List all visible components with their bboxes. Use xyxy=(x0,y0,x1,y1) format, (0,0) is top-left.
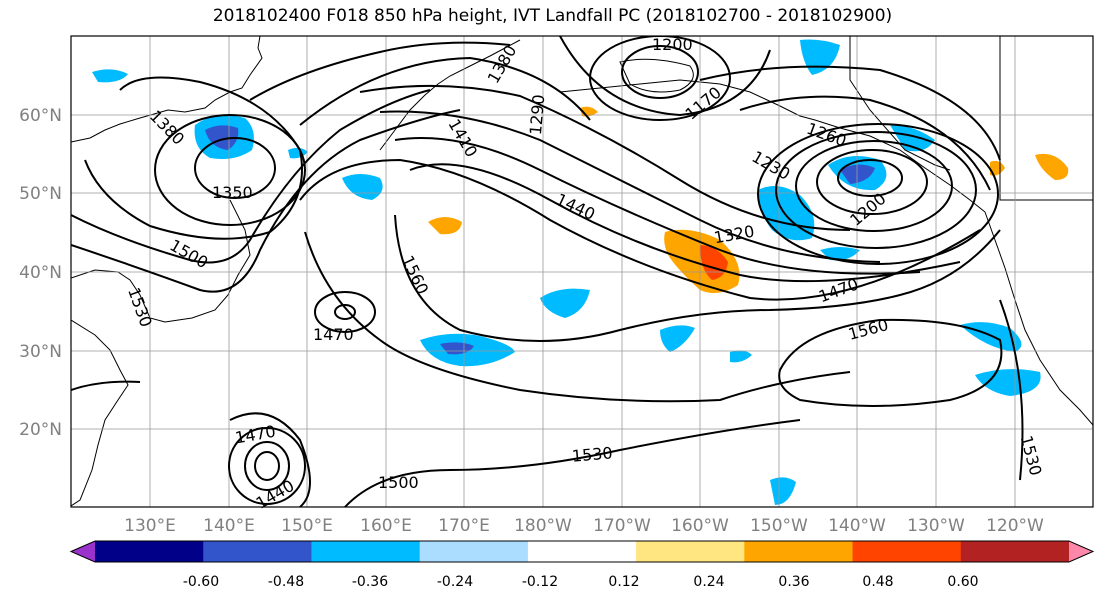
colorbar-segment xyxy=(744,541,854,562)
ivt-orange-region xyxy=(990,160,1005,176)
contour-label: 1530 xyxy=(571,443,613,465)
ivt-orange-region xyxy=(1035,153,1069,180)
ivt-blue-core xyxy=(840,164,875,184)
lat-label: 50°N xyxy=(19,184,62,204)
colorbar-tick-label: -0.36 xyxy=(352,574,388,590)
colorbar-segment xyxy=(852,541,962,562)
lat-label: 40°N xyxy=(19,263,62,283)
colorbar-tick-label: -0.12 xyxy=(522,574,558,590)
map-border xyxy=(70,35,1094,508)
ivt-blue-region xyxy=(92,69,128,83)
colorbar-tick-label: -0.48 xyxy=(268,574,304,590)
lat-label: 20°N xyxy=(19,420,62,440)
colorbar-tick-label: 0.60 xyxy=(947,574,978,590)
colorbar-tick-label: 0.48 xyxy=(862,574,893,590)
height-contours xyxy=(71,36,1024,507)
lon-label: 160°W xyxy=(671,516,729,536)
colorbar-tick-label: 0.36 xyxy=(778,574,809,590)
latitude-labels: 60°N 50°N 40°N 30°N 20°N xyxy=(19,106,62,440)
lon-label: 140°W xyxy=(828,516,886,536)
ivt-blue-core xyxy=(205,125,239,150)
colorbar-segment xyxy=(636,541,745,562)
colorbar-extend-high xyxy=(1069,541,1093,562)
lon-label: 170°W xyxy=(593,516,651,536)
lon-label: 120°W xyxy=(986,516,1044,536)
lon-label: 150°E xyxy=(281,516,333,536)
contour-label: 1350 xyxy=(212,183,253,202)
ivt-blue-region xyxy=(975,369,1041,396)
longitude-labels: 130°E 140°E 150°E 160°E 170°E 180°W 170°… xyxy=(124,516,1044,536)
lon-label: 170°E xyxy=(438,516,490,536)
ivt-blue-region xyxy=(820,247,860,261)
colorbar-tick-label: -0.24 xyxy=(437,574,473,590)
colorbar xyxy=(69,540,1095,563)
ivt-blue-region xyxy=(660,325,695,352)
ivt-blue-region xyxy=(770,477,796,505)
colorbar-tick-label: -0.60 xyxy=(183,574,219,590)
colorbar-segment xyxy=(203,541,312,562)
coastlines xyxy=(71,36,1093,507)
colorbar-tick-label: 0.24 xyxy=(693,574,724,590)
contour-label: 1470 xyxy=(313,325,354,344)
contour-label: 1200 xyxy=(652,35,693,54)
ivt-blue-region xyxy=(890,125,935,152)
colorbar-segment xyxy=(419,541,529,562)
contour-label: 1500 xyxy=(378,473,419,492)
ivt-red-core xyxy=(700,245,728,280)
map-area xyxy=(71,36,1093,507)
lon-label: 130°E xyxy=(124,516,176,536)
colorbar-segment xyxy=(960,541,1070,562)
colorbar-outline xyxy=(69,540,1095,563)
colorbar-extend-low xyxy=(71,541,95,562)
lon-label: 180°W xyxy=(514,516,572,536)
ivt-blue-region xyxy=(730,350,752,363)
ivt-blue-region xyxy=(342,174,383,200)
ivt-blue-region xyxy=(540,288,590,318)
colorbar-tick-label: 0.12 xyxy=(608,574,639,590)
lon-label: 160°E xyxy=(360,516,412,536)
colorbar-segment xyxy=(95,541,204,562)
colorbar-segment xyxy=(527,541,637,562)
colorbar-ticks: -0.60 -0.48 -0.36 -0.24 -0.12 0.12 0.24 … xyxy=(183,574,979,590)
lon-label: 140°E xyxy=(203,516,255,536)
contour-label: 1290 xyxy=(526,94,548,136)
ivt-orange-region xyxy=(428,217,462,235)
lon-label: 150°W xyxy=(750,516,808,536)
map-title: 2018102400 F018 850 hPa height, IVT Land… xyxy=(212,6,893,26)
lat-label: 30°N xyxy=(19,342,62,362)
lat-label: 60°N xyxy=(19,106,62,126)
lon-label: 130°W xyxy=(907,516,965,536)
graticule xyxy=(71,36,1093,507)
colorbar-segment xyxy=(311,541,421,562)
